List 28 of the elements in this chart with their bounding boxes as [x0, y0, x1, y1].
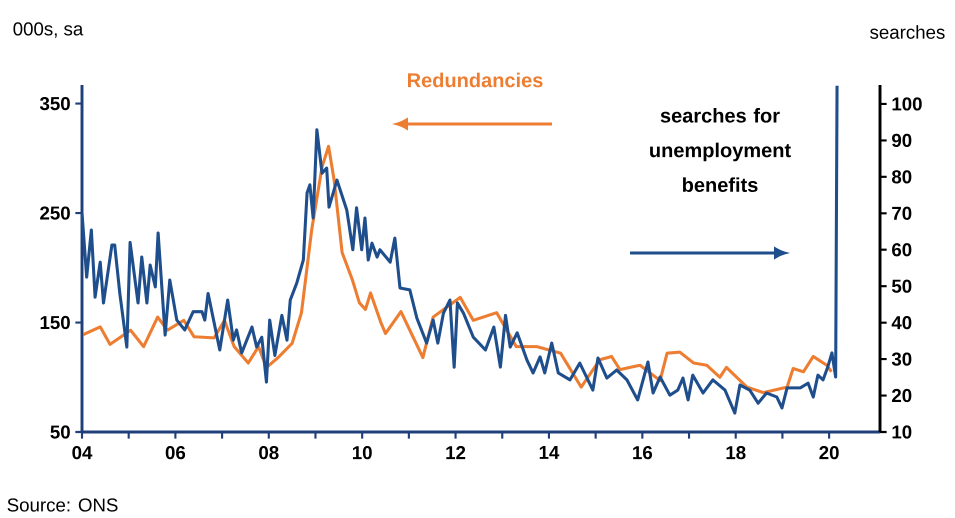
y-tick-label: 150	[40, 316, 70, 330]
y2-tick-label: 50	[892, 280, 912, 293]
text: Redundancies	[408, 72, 543, 88]
x-tick-label: 10	[352, 446, 372, 460]
y-tick-label: 350	[40, 96, 70, 110]
y2-tick-label: 90	[892, 134, 912, 148]
x-tick-label: 12	[446, 446, 466, 460]
y2-tick-label: 20	[892, 388, 912, 402]
y2-tick-label: 70	[892, 206, 912, 220]
y2-tick-label: 10	[892, 425, 912, 439]
x-tick-label: 20	[819, 446, 839, 460]
y-tick-label: 250	[40, 206, 70, 220]
y2-tick-label: 60	[892, 243, 912, 256]
x-tick-label: 18	[726, 446, 746, 460]
y-axis-title: 000s, sa	[13, 22, 84, 38]
y2-tick-label: 40	[892, 316, 912, 330]
x-tick-label: 16	[633, 446, 652, 460]
x-tick-label: 04	[72, 446, 92, 460]
source-note: Source: ONS	[8, 498, 118, 512]
y2-tick-label: 30	[892, 352, 912, 366]
x-tick-label: 14	[540, 446, 560, 459]
x-tick-label: 08	[259, 446, 279, 460]
y2-axis-title: searches	[870, 25, 945, 39]
y2-tick-label: 100	[892, 97, 922, 111]
y-tick-label: 50	[50, 425, 70, 439]
x-tick-label: 06	[166, 446, 186, 460]
y2-tick-label: 80	[892, 170, 912, 184]
text: searches for unemployment benefits	[650, 108, 791, 192]
